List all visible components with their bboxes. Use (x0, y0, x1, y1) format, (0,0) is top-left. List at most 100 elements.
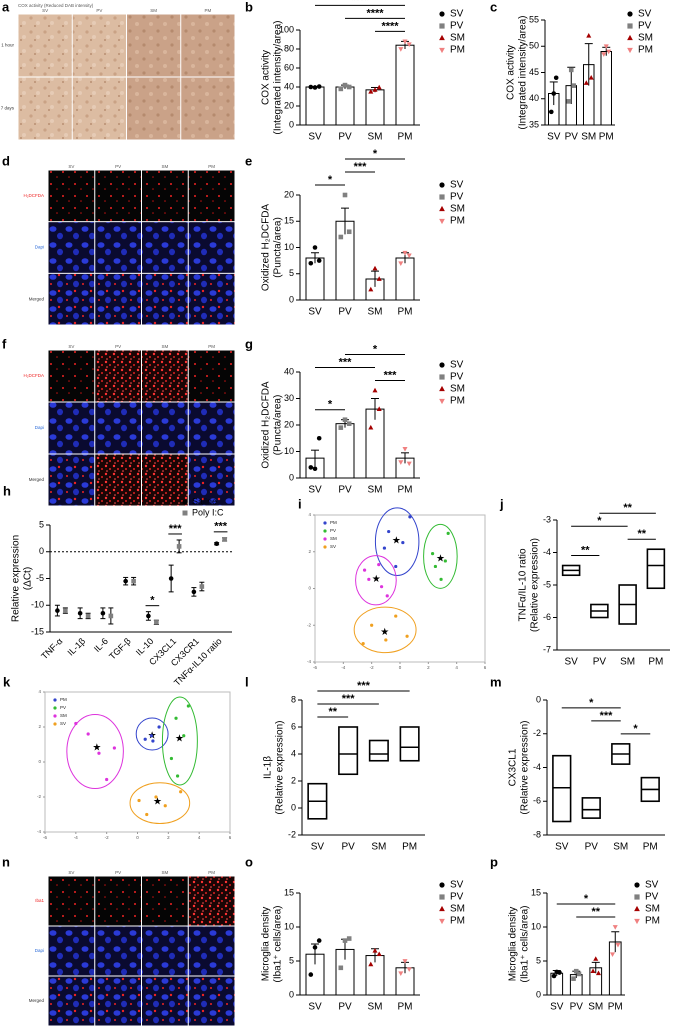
panel-letter: d (2, 153, 10, 168)
cluster-ellipse (353, 606, 417, 654)
legend-label: PV (638, 21, 652, 32)
column-label: PM (208, 344, 215, 349)
column-label: SV (68, 164, 74, 169)
micrograph (48, 926, 95, 976)
data-point (191, 589, 197, 595)
panel-letter: l (245, 674, 249, 689)
x-tick-label: PV (338, 485, 352, 496)
micrograph (48, 273, 95, 325)
data-point (402, 39, 408, 45)
data-point (312, 466, 318, 472)
significance: *** (357, 680, 371, 692)
data-point (342, 938, 348, 943)
panel-letter: n (2, 854, 10, 869)
data-point (606, 49, 612, 55)
data-point (361, 642, 365, 646)
y-tick-label: -2 (37, 794, 41, 799)
data-point (372, 948, 378, 953)
y-axis-label: (Puncta/area) (273, 217, 284, 278)
box (368, 739, 389, 762)
y-tick-label: 10 (284, 446, 294, 456)
y-tick-label: 0 (38, 759, 41, 764)
legend-marker (439, 362, 445, 368)
legend-label: PM (638, 45, 653, 56)
y-tick-label: 0 (536, 989, 541, 999)
data-point (586, 32, 592, 38)
x-tick-label: -4 (74, 835, 78, 840)
y-tick-label: 5 (289, 955, 294, 965)
legend-label: SV (60, 721, 66, 726)
y-tick-label: 5 (39, 519, 44, 529)
y-axis-label: TNFα/IL-10 ratio (518, 548, 529, 621)
legend-marker (439, 918, 445, 925)
legend-label: SV (450, 360, 464, 371)
legend-label: Poly I:C (192, 507, 224, 517)
data-point (443, 559, 447, 563)
legend-marker (439, 398, 445, 405)
y-axis-label: (Relative expression) (275, 721, 286, 815)
micrograph (142, 454, 188, 506)
data-point (199, 584, 205, 589)
x-tick-label: PM (599, 132, 614, 143)
data-point (370, 623, 374, 627)
column-label: SV (68, 344, 74, 349)
data-point (316, 938, 322, 943)
x-tick-label: TNF-α (39, 636, 64, 661)
data-point (588, 74, 594, 80)
y-tick-label: 0 (289, 989, 294, 999)
y-axis-label: (Iba1⁺ cells/area) (520, 906, 531, 983)
legend-label: PV (60, 705, 66, 710)
data-point (372, 87, 378, 92)
x-tick-label: SM (368, 307, 383, 318)
significance: *** (600, 710, 614, 722)
significance: *** (169, 523, 183, 535)
data-point (145, 812, 149, 817)
y-tick-label: 15 (531, 887, 541, 897)
row-label: 1 hour (1, 43, 14, 48)
y-tick-label: 40 (284, 366, 294, 376)
significance: **** (351, 0, 369, 6)
row-label: Dapi (35, 948, 44, 953)
legend-marker (182, 510, 188, 516)
data-point (342, 192, 348, 198)
x-tick-label: SV (308, 485, 322, 496)
data-point (137, 798, 141, 803)
y-tick-label: 20 (284, 419, 294, 429)
y-axis-label: CX3CL1 (508, 748, 519, 786)
x-tick-label: SV (308, 1002, 322, 1013)
legend-label: PV (330, 528, 336, 533)
legend-label: SV (645, 880, 659, 891)
y-tick-label: 0 (308, 586, 311, 591)
x-tick-label: -2 (370, 665, 374, 670)
significance: ** (328, 706, 337, 718)
data-point (308, 260, 314, 266)
micrograph (18, 77, 72, 140)
legend-marker (439, 182, 445, 188)
y-tick-label: 40 (529, 93, 539, 103)
legend-marker (439, 34, 445, 41)
data-point (376, 951, 382, 957)
data-point (398, 460, 404, 465)
data-point (576, 971, 582, 977)
cluster-ellipse (135, 717, 169, 751)
y-axis-label: COX activity (261, 50, 272, 105)
significance: **** (366, 7, 384, 19)
data-point (557, 970, 562, 975)
data-point (157, 725, 161, 729)
y-tick-label: 100 (279, 24, 294, 34)
data-point (615, 942, 621, 948)
x-tick-label: SV (308, 132, 322, 143)
data-point (146, 613, 151, 619)
significance: *** (339, 356, 353, 368)
centroid: ★ (175, 734, 184, 745)
data-point (74, 721, 78, 726)
micrograph (142, 976, 188, 1026)
x-tick-label: SM (620, 657, 635, 668)
data-point (338, 234, 344, 240)
data-point (338, 965, 344, 971)
micrograph (188, 273, 235, 325)
panel-letter: j (499, 496, 504, 511)
data-point (312, 245, 318, 250)
y-tick-label: 30 (284, 393, 294, 403)
x-tick-label: PV (593, 657, 607, 668)
